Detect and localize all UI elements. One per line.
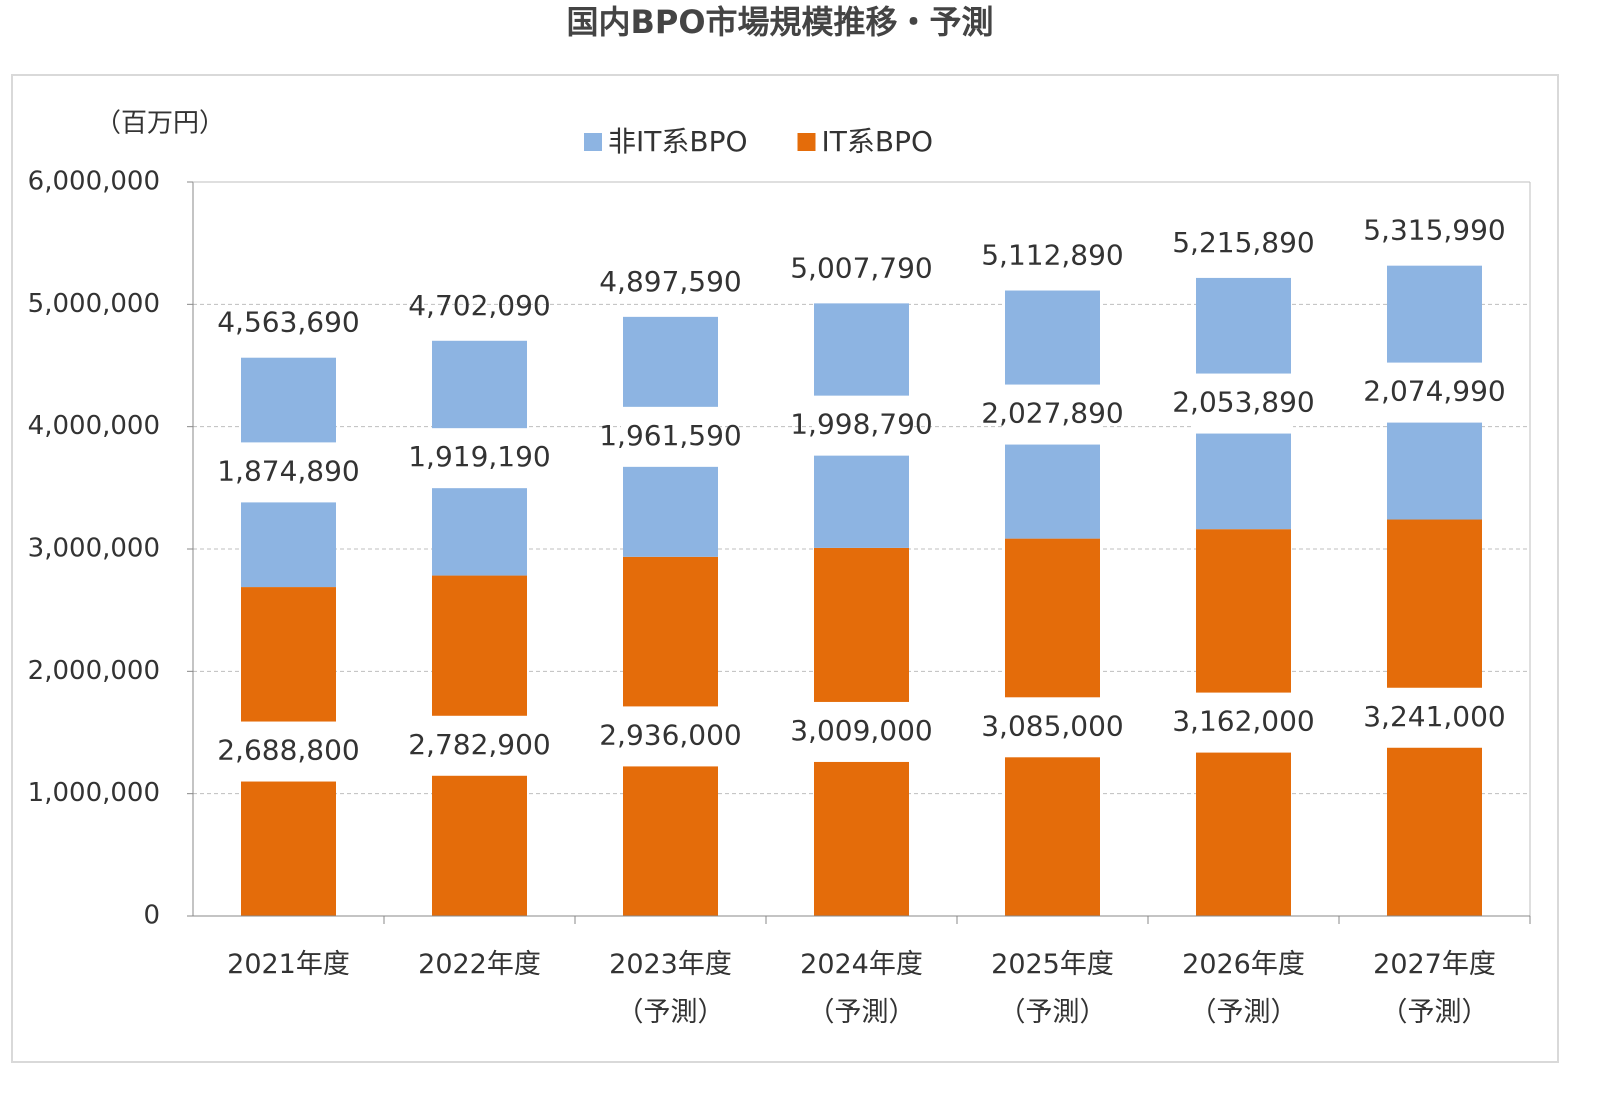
label-background: [1385, 362, 1484, 423]
data-label: 5,215,890: [1172, 226, 1315, 259]
legend-swatch: [797, 133, 816, 151]
y-tick-label: 6,000,000: [28, 167, 160, 197]
y-tick-label: 4,000,000: [28, 411, 160, 441]
label-background: [239, 442, 338, 503]
y-tick-label: 5,000,000: [28, 289, 160, 319]
x-tick-label: 2021年度: [227, 949, 350, 980]
label-background: [621, 406, 720, 467]
label-background: [1003, 697, 1102, 758]
data-label: 1,919,190: [408, 440, 551, 473]
data-label: 4,897,590: [599, 265, 742, 298]
data-label: 2,074,990: [1363, 375, 1506, 408]
data-label: 5,315,990: [1363, 214, 1506, 247]
x-tick-label: 2023年度 （予測）: [609, 949, 732, 1028]
data-label: 2,027,890: [981, 397, 1124, 430]
x-tick-label: 2025年度 （予測）: [991, 949, 1114, 1028]
label-background: [1194, 692, 1293, 753]
data-label: 5,112,890: [981, 239, 1124, 272]
chart-title: 国内BPO市場規模推移・予測: [566, 3, 993, 41]
label-background: [812, 395, 911, 456]
data-label: 1,874,890: [217, 454, 360, 487]
data-label: 4,702,090: [408, 289, 551, 322]
data-label: 3,162,000: [1172, 705, 1315, 738]
x-tick-label: 2022年度: [418, 949, 541, 980]
data-label: 3,085,000: [981, 709, 1124, 742]
x-tick-label: 2027年度 （予測）: [1373, 949, 1496, 1028]
label-background: [430, 715, 529, 776]
label-background: [621, 706, 720, 767]
y-tick-label: 0: [143, 901, 160, 931]
y-tick-label: 2,000,000: [28, 656, 160, 686]
label-background: [430, 428, 529, 489]
data-label: 2,936,000: [599, 718, 742, 751]
data-label: 3,241,000: [1363, 700, 1506, 733]
y-tick-label: 3,000,000: [28, 534, 160, 564]
data-label: 2,688,800: [217, 734, 360, 767]
legend-swatch: [584, 133, 602, 151]
label-background: [812, 701, 911, 762]
x-tick-label: 2024年度 （予測）: [800, 949, 923, 1028]
label-background: [239, 721, 338, 782]
data-label: 5,007,790: [790, 251, 933, 284]
data-label: 1,961,590: [599, 419, 742, 452]
data-label: 1,998,790: [790, 408, 933, 441]
legend-label: 非IT系BPO: [608, 125, 748, 158]
chart-frame: [11, 74, 1559, 1063]
data-label: 4,563,690: [217, 306, 360, 339]
x-tick-label: 2026年度 （予測）: [1182, 949, 1305, 1028]
label-background: [1385, 687, 1484, 748]
label-background: [1003, 384, 1102, 445]
data-label: 3,009,000: [790, 714, 933, 747]
data-label: 2,782,900: [408, 728, 551, 761]
data-label: 2,053,890: [1172, 386, 1315, 419]
label-background: [1194, 373, 1293, 434]
legend-label: IT系BPO: [822, 125, 934, 158]
y-tick-label: 1,000,000: [28, 778, 160, 808]
y-axis-label: （百万円）: [95, 109, 225, 139]
